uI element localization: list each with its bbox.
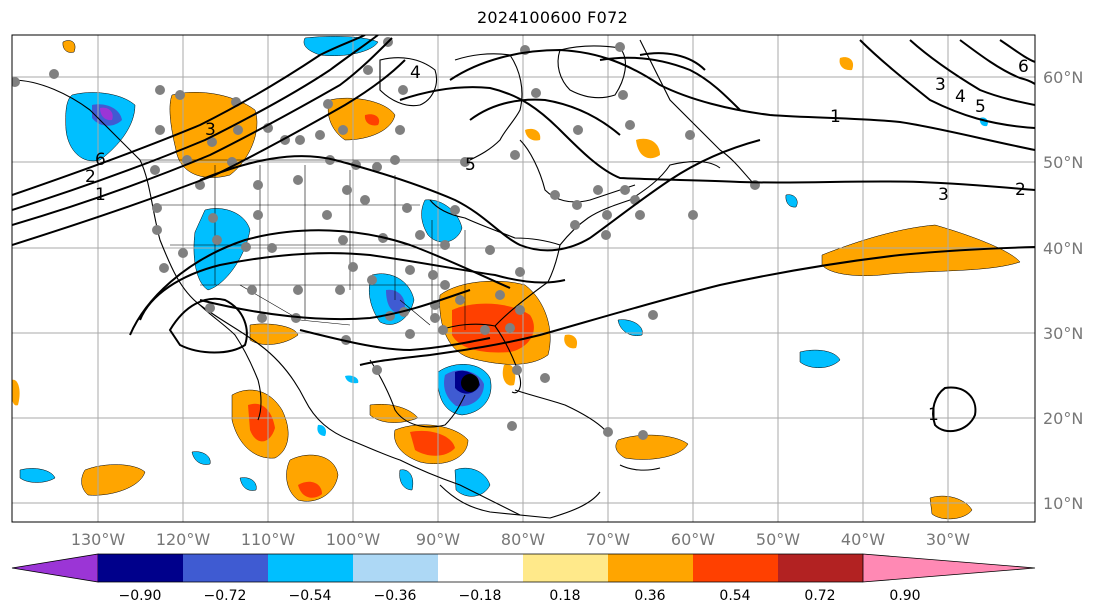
negative-anomaly-region bbox=[386, 289, 405, 314]
positive-anomaly-region bbox=[12, 379, 20, 406]
lon-label: 30°W bbox=[926, 530, 970, 549]
lat-label: 20°N bbox=[1043, 409, 1083, 428]
positive-anomaly-region bbox=[525, 128, 541, 141]
negative-anomaly-region bbox=[65, 92, 136, 162]
contour-label: 4 bbox=[955, 87, 966, 107]
colorbar: −0.90 −0.72 −0.54 −0.36 −0.18 0.18 0.36 … bbox=[11, 553, 1036, 604]
lat-label: 50°N bbox=[1043, 153, 1083, 172]
negative-anomaly-region bbox=[799, 349, 841, 368]
negative-anomaly-region bbox=[785, 194, 798, 208]
colorbar-label: 0.90 bbox=[889, 588, 920, 604]
colorbar-segment bbox=[438, 554, 523, 582]
contour-label: 5 bbox=[465, 155, 476, 175]
coastlines bbox=[12, 39, 756, 519]
positive-anomaly-region bbox=[564, 334, 578, 349]
contour-label: 6 bbox=[1018, 57, 1029, 77]
positive-anomaly-region bbox=[298, 481, 322, 498]
colorbar-max-extension bbox=[862, 553, 1036, 583]
positive-anomaly-region bbox=[410, 430, 455, 456]
colorbar-label: −0.18 bbox=[459, 588, 502, 604]
contour-label: 3 bbox=[205, 120, 216, 140]
lon-label: 100°W bbox=[326, 530, 381, 549]
contour-label: 1 bbox=[830, 107, 841, 127]
negative-anomaly-region bbox=[191, 451, 211, 465]
contour-label: 3 bbox=[938, 185, 949, 205]
lat-label: 60°N bbox=[1043, 68, 1083, 87]
positive-anomaly-region bbox=[81, 464, 146, 496]
map-title: 2024100600 F072 bbox=[476, 8, 629, 27]
colorbar-segment bbox=[523, 554, 608, 582]
colorbar-segment bbox=[183, 554, 268, 582]
lat-label: 40°N bbox=[1043, 239, 1083, 258]
positive-anomaly-region bbox=[615, 434, 689, 460]
negative-anomaly-region bbox=[100, 107, 113, 121]
colorbar-label: 0.36 bbox=[634, 588, 665, 604]
lon-label: 90°W bbox=[416, 530, 460, 549]
contour-label: 1 bbox=[95, 185, 106, 205]
negative-anomaly-region bbox=[317, 424, 327, 436]
colorbar-segment bbox=[608, 554, 693, 582]
colorbar-label: 0.54 bbox=[719, 588, 750, 604]
colorbar-label: −0.54 bbox=[289, 588, 332, 604]
lat-label: 10°N bbox=[1043, 494, 1083, 513]
longitude-labels: 130°W 120°W 110°W 100°W 90°W 80°W 70°W 6… bbox=[71, 530, 970, 549]
contour-label: 5 bbox=[975, 97, 986, 117]
colorbar-label: −0.72 bbox=[204, 588, 247, 604]
lon-label: 60°W bbox=[671, 530, 715, 549]
negative-anomaly-region bbox=[454, 467, 491, 497]
lon-label: 110°W bbox=[241, 530, 296, 549]
contour-label: 2 bbox=[85, 167, 96, 187]
negative-anomaly-region bbox=[19, 468, 56, 483]
positive-anomaly-region bbox=[636, 138, 660, 159]
colorbar-label: −0.90 bbox=[119, 588, 162, 604]
negative-anomaly-region bbox=[239, 477, 257, 491]
colorbar-label: 0.72 bbox=[804, 588, 835, 604]
lon-label: 70°W bbox=[586, 530, 630, 549]
positive-anomaly-region bbox=[286, 454, 339, 502]
colorbar-label: −0.36 bbox=[374, 588, 417, 604]
contour-labels: 1 2 3 4 5 6 3 2 1 3 4 5 6 1 bbox=[85, 57, 1029, 425]
colorbar-segment bbox=[693, 554, 778, 582]
lon-label: 40°W bbox=[841, 530, 885, 549]
colorbar-segment bbox=[98, 554, 183, 582]
positive-anomaly-region bbox=[364, 114, 380, 126]
colorbar-segment bbox=[268, 554, 353, 582]
colorbar-min-extension bbox=[11, 553, 99, 583]
gridlines bbox=[12, 35, 1035, 522]
lat-label: 30°N bbox=[1043, 324, 1083, 343]
lon-label: 130°W bbox=[71, 530, 126, 549]
positive-anomaly-region bbox=[839, 57, 854, 71]
contour-label: 2 bbox=[1015, 180, 1026, 200]
contour-label: 6 bbox=[95, 150, 106, 170]
positive-anomaly-region bbox=[821, 224, 1021, 276]
latitude-labels: 60°N 50°N 40°N 30°N 20°N 10°N bbox=[1043, 68, 1083, 513]
negative-anomaly-region bbox=[617, 319, 643, 336]
contour-label: 4 bbox=[410, 63, 421, 83]
lon-label: 50°W bbox=[756, 530, 800, 549]
positive-anomaly-region bbox=[929, 495, 973, 520]
positive-anomaly-region bbox=[62, 40, 76, 53]
colorbar-segment bbox=[778, 554, 863, 582]
contour-label: 3 bbox=[935, 75, 946, 95]
lon-label: 120°W bbox=[156, 530, 211, 549]
height-contours bbox=[12, 35, 1035, 433]
contour-label: 1 bbox=[928, 405, 939, 425]
colorbar-label: 0.18 bbox=[549, 588, 580, 604]
map-frame bbox=[11, 34, 1036, 523]
lon-label: 80°W bbox=[501, 530, 545, 549]
colorbar-segment bbox=[353, 554, 438, 582]
storm-center-marker bbox=[461, 374, 479, 392]
negative-anomaly-region bbox=[345, 375, 359, 384]
negative-anomaly-region bbox=[399, 469, 414, 491]
